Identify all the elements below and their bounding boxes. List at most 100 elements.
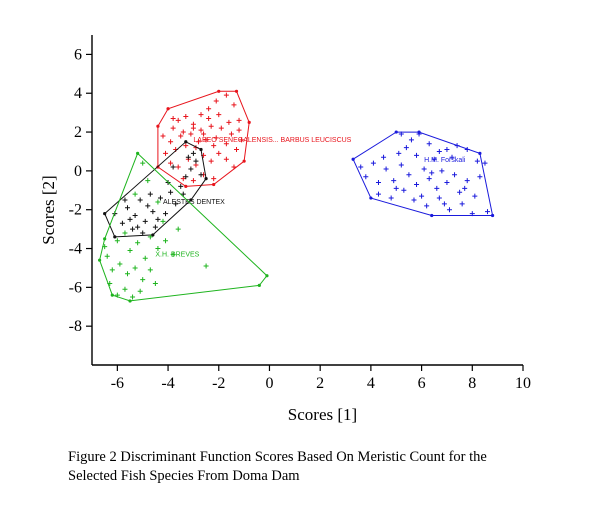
hull-vertex: [136, 151, 140, 156]
hull-polygon: [104, 141, 207, 238]
data-point: [152, 280, 158, 286]
data-point: [236, 127, 242, 133]
data-point: [163, 211, 169, 217]
data-point: [396, 150, 402, 156]
data-point: [140, 230, 146, 236]
data-point: [457, 189, 463, 195]
y-tick-label: 4: [74, 85, 82, 102]
y-tick-label: 6: [74, 46, 82, 63]
data-point: [190, 125, 196, 131]
hull-vertex: [478, 151, 482, 156]
data-point: [104, 253, 110, 259]
hull-vertex: [151, 233, 155, 237]
hull-vertex: [166, 107, 170, 111]
data-point: [414, 181, 420, 187]
hull-vertex: [490, 213, 495, 218]
data-point: [206, 115, 212, 121]
data-point: [147, 234, 153, 240]
data-point: [375, 180, 381, 186]
data-point: [170, 251, 176, 257]
data-point: [223, 141, 229, 147]
hull-polygon: [157, 90, 250, 187]
data-point: [117, 261, 123, 267]
data-point: [228, 131, 234, 137]
data-point: [170, 164, 176, 170]
data-point: [132, 191, 138, 197]
group-label: LABEO SENEGALENSIS... BARBUS LEUCISCUS: [193, 137, 351, 144]
data-point: [145, 203, 151, 209]
data-point: [236, 117, 242, 123]
data-point: [173, 201, 179, 207]
data-point: [462, 185, 468, 191]
figure-caption: Figure 2 Discriminant Function Scores Ba…: [68, 448, 578, 486]
data-point: [195, 139, 201, 145]
data-point: [114, 292, 120, 298]
data-point: [231, 164, 237, 170]
data-point: [198, 112, 204, 118]
data-point: [464, 147, 470, 153]
x-tick-label: -6: [111, 375, 124, 392]
hull-vertex: [103, 211, 107, 216]
data-point: [206, 106, 212, 112]
data-point: [401, 187, 407, 193]
data-point: [375, 191, 381, 197]
scatter-plot: -6 -4 -2 0 2 4 6 8 10 -8 -6 -4 -2 0 2 4 6 Scores [1] Score…: [39, 35, 531, 424]
data-point: [218, 125, 224, 131]
data-point: [424, 203, 430, 209]
hull-vertex: [394, 130, 398, 134]
data-point: [163, 150, 169, 156]
group-label: ALESTES DENTEX: [163, 199, 225, 206]
data-point: [122, 230, 128, 236]
caption-line-1: Figure 2 Discriminant Function Scores Ba…: [68, 449, 487, 465]
data-point: [140, 277, 146, 283]
data-point: [122, 286, 128, 292]
data-point: [188, 131, 194, 137]
data-point: [441, 201, 447, 207]
data-point: [406, 172, 412, 178]
data-point: [216, 112, 222, 118]
data-point: [393, 185, 399, 191]
x-tick-label: -2: [212, 375, 225, 392]
data-point: [160, 218, 166, 224]
data-point: [127, 216, 133, 222]
hull-vertex: [110, 293, 114, 297]
data-point: [130, 294, 136, 300]
data-point: [135, 224, 141, 230]
data-point: [193, 158, 199, 164]
y-tick-label: -2: [69, 202, 82, 219]
data-point: [231, 102, 237, 108]
data-point: [140, 160, 146, 166]
data-point: [383, 166, 389, 172]
data-point: [429, 170, 435, 176]
data-point: [213, 98, 219, 104]
data-point: [142, 255, 148, 261]
data-point: [157, 195, 163, 201]
data-point: [147, 267, 153, 273]
data-point: [122, 197, 128, 203]
data-point: [419, 193, 425, 199]
hull-vertex: [212, 182, 216, 187]
data-point: [398, 162, 404, 168]
data-point: [155, 246, 161, 252]
data-point: [370, 160, 376, 166]
y-tick-label: -4: [69, 241, 82, 258]
data-point: [234, 147, 240, 153]
data-point: [152, 224, 158, 230]
hull-vertex: [217, 89, 221, 93]
data-point: [482, 160, 488, 166]
data-point: [155, 216, 161, 222]
data-point: [426, 141, 432, 147]
data-point: [170, 115, 176, 121]
data-point: [155, 199, 161, 205]
data-point: [403, 145, 409, 151]
data-point: [147, 191, 153, 197]
data-point: [391, 178, 397, 184]
data-point: [426, 176, 432, 182]
data-point: [132, 213, 138, 219]
x-tick-label: -4: [161, 375, 174, 392]
hull-vertex: [242, 159, 246, 163]
data-point: [446, 207, 452, 213]
data-point: [163, 238, 169, 244]
data-point: [211, 143, 217, 149]
